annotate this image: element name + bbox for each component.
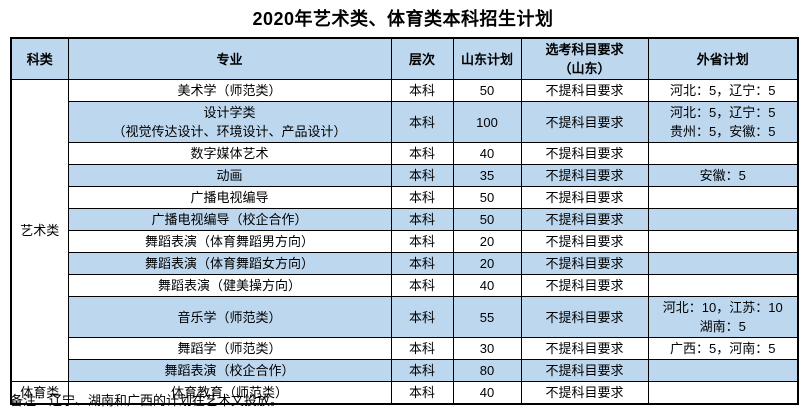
shandong-plan-cell: 20 [452, 252, 522, 275]
level-cell: 本科 [390, 296, 454, 338]
column-header-other-province-plan: 外省计划 [647, 37, 799, 80]
other-province-cell: 河北：5，辽宁：5 贵州：5，安徽：5 [647, 101, 799, 143]
shandong-plan-cell: 40 [452, 381, 522, 405]
shandong-plan-cell: 50 [452, 186, 522, 209]
table-row: 舞蹈表演（体育舞蹈男方向） 本科 20 不提科目要求 [11, 230, 799, 253]
other-province-cell [647, 381, 799, 405]
column-header-subject-requirement: 选考科目要求 （山东） [520, 37, 649, 80]
other-province-cell [647, 142, 799, 165]
table-row: 舞蹈表演（体育舞蹈女方向） 本科 20 不提科目要求 [11, 252, 799, 275]
column-header-shandong-plan: 山东计划 [452, 37, 522, 80]
enrollment-plan-table: 科类 专业 层次 山东计划 选考科目要求 （山东） 外省计划 艺术类 美术学（师范… [10, 37, 799, 405]
level-cell: 本科 [390, 359, 454, 382]
column-header-major: 专业 [67, 37, 392, 80]
other-province-cell: 安徽：5 [647, 164, 799, 187]
subject-requirement-cell: 不提科目要求 [520, 337, 649, 360]
table-row: 艺术类 美术学（师范类） 本科 50 不提科目要求 河北：5，辽宁：5 [10, 79, 799, 382]
major-cell: 体育教育（师范类） [67, 381, 392, 405]
subject-requirement-cell: 不提科目要求 [520, 164, 649, 187]
subject-requirement-cell: 不提科目要求 [520, 252, 649, 275]
category-cell: 体育类 [10, 381, 69, 405]
column-header-category: 科类 [10, 37, 69, 80]
other-province-cell [647, 230, 799, 253]
table-row: 动画 本科 35 不提科目要求 安徽：5 [11, 164, 799, 187]
subject-requirement-cell: 不提科目要求 [520, 359, 649, 382]
subject-requirement-cell: 不提科目要求 [520, 208, 649, 231]
category-cell: 艺术类 [10, 79, 69, 382]
major-cell: 动画 [67, 164, 392, 187]
subject-requirement-cell: 不提科目要求 [520, 142, 649, 165]
other-province-cell [647, 186, 799, 209]
level-cell: 本科 [390, 208, 454, 231]
subject-requirement-cell: 不提科目要求 [520, 296, 649, 338]
other-province-cell: 河北：5，辽宁：5 [647, 79, 799, 102]
subject-requirement-cell: 不提科目要求 [520, 101, 649, 143]
enrollment-table-body: 艺术类 美术学（师范类） 本科 50 不提科目要求 河北：5，辽宁：5 设计学类 （视觉传达… [10, 79, 799, 405]
major-cell: 舞蹈表演（校企合作） [67, 359, 392, 382]
level-cell: 本科 [390, 164, 454, 187]
subject-requirement-cell: 不提科目要求 [520, 79, 649, 102]
table-row: 广播电视编导 本科 50 不提科目要求 [11, 186, 799, 209]
table-row: 舞蹈表演（健美操方向） 本科 40 不提科目要求 [11, 274, 799, 297]
level-cell: 本科 [390, 230, 454, 253]
major-cell: 广播电视编导（校企合作） [67, 208, 392, 231]
shandong-plan-cell: 50 [452, 79, 522, 102]
other-province-cell [647, 252, 799, 275]
level-cell: 本科 [390, 142, 454, 165]
other-province-cell: 广西：5，河南：5 [647, 337, 799, 360]
major-cell: 音乐学（师范类） [67, 296, 392, 338]
table-row: 舞蹈表演（校企合作） 本科 80 不提科目要求 [11, 359, 799, 382]
shandong-plan-cell: 80 [452, 359, 522, 382]
table-row: 广播电视编导（校企合作） 本科 50 不提科目要求 [11, 208, 799, 231]
subject-requirement-cell: 不提科目要求 [520, 274, 649, 297]
other-province-cell [647, 359, 799, 382]
table-row: 舞蹈学（师范类） 本科 30 不提科目要求 广西：5，河南：5 [11, 337, 799, 360]
level-cell: 本科 [390, 79, 454, 102]
table-header: 科类 专业 层次 山东计划 选考科目要求 （山东） 外省计划 [10, 37, 799, 80]
shandong-plan-cell: 40 [452, 274, 522, 297]
shandong-plan-cell: 100 [452, 101, 522, 143]
table-row: 音乐学（师范类） 本科 55 不提科目要求 河北：10，江苏：10 湖南：5 [11, 296, 799, 338]
major-cell: 设计学类 （视觉传达设计、环境设计、产品设计） [67, 101, 392, 143]
other-province-cell [647, 208, 799, 231]
shandong-plan-cell: 35 [452, 164, 522, 187]
table-row: 数字媒体艺术 本科 40 不提科目要求 [11, 142, 799, 165]
shandong-plan-cell: 30 [452, 337, 522, 360]
level-cell: 本科 [390, 381, 454, 405]
subject-requirement-cell: 不提科目要求 [520, 186, 649, 209]
level-cell: 本科 [390, 252, 454, 275]
other-province-cell [647, 274, 799, 297]
shandong-plan-cell: 55 [452, 296, 522, 338]
header-row: 科类 专业 层次 山东计划 选考科目要求 （山东） 外省计划 [10, 37, 799, 80]
level-cell: 本科 [390, 337, 454, 360]
subject-requirement-cell: 不提科目要求 [520, 381, 649, 405]
table-row: 体育类 体育教育（师范类） 本科 40 不提科目要求 [10, 381, 799, 405]
major-cell: 数字媒体艺术 [67, 142, 392, 165]
level-cell: 本科 [390, 274, 454, 297]
major-cell: 美术学（师范类） [67, 79, 392, 102]
major-cell: 舞蹈表演（健美操方向） [67, 274, 392, 297]
major-cell: 舞蹈学（师范类） [67, 337, 392, 360]
shandong-plan-cell: 40 [452, 142, 522, 165]
major-cell: 广播电视编导 [67, 186, 392, 209]
shandong-plan-cell: 20 [452, 230, 522, 253]
subject-requirement-cell: 不提科目要求 [520, 230, 649, 253]
column-header-level: 层次 [390, 37, 454, 80]
other-province-cell: 河北：10，江苏：10 湖南：5 [647, 296, 799, 338]
shandong-plan-cell: 50 [452, 208, 522, 231]
page-title: 2020年艺术类、体育类本科招生计划 [252, 9, 554, 29]
major-cell: 舞蹈表演（体育舞蹈男方向） [67, 230, 392, 253]
footnote: 备注：辽宁、湖南和广西的计划在艺术文投放。 [10, 393, 284, 408]
table-row: 设计学类 （视觉传达设计、环境设计、产品设计） 本科 100 不提科目要求 河北：5，辽… [11, 101, 799, 143]
level-cell: 本科 [390, 186, 454, 209]
major-cell: 舞蹈表演（体育舞蹈女方向） [67, 252, 392, 275]
level-cell: 本科 [390, 101, 454, 143]
